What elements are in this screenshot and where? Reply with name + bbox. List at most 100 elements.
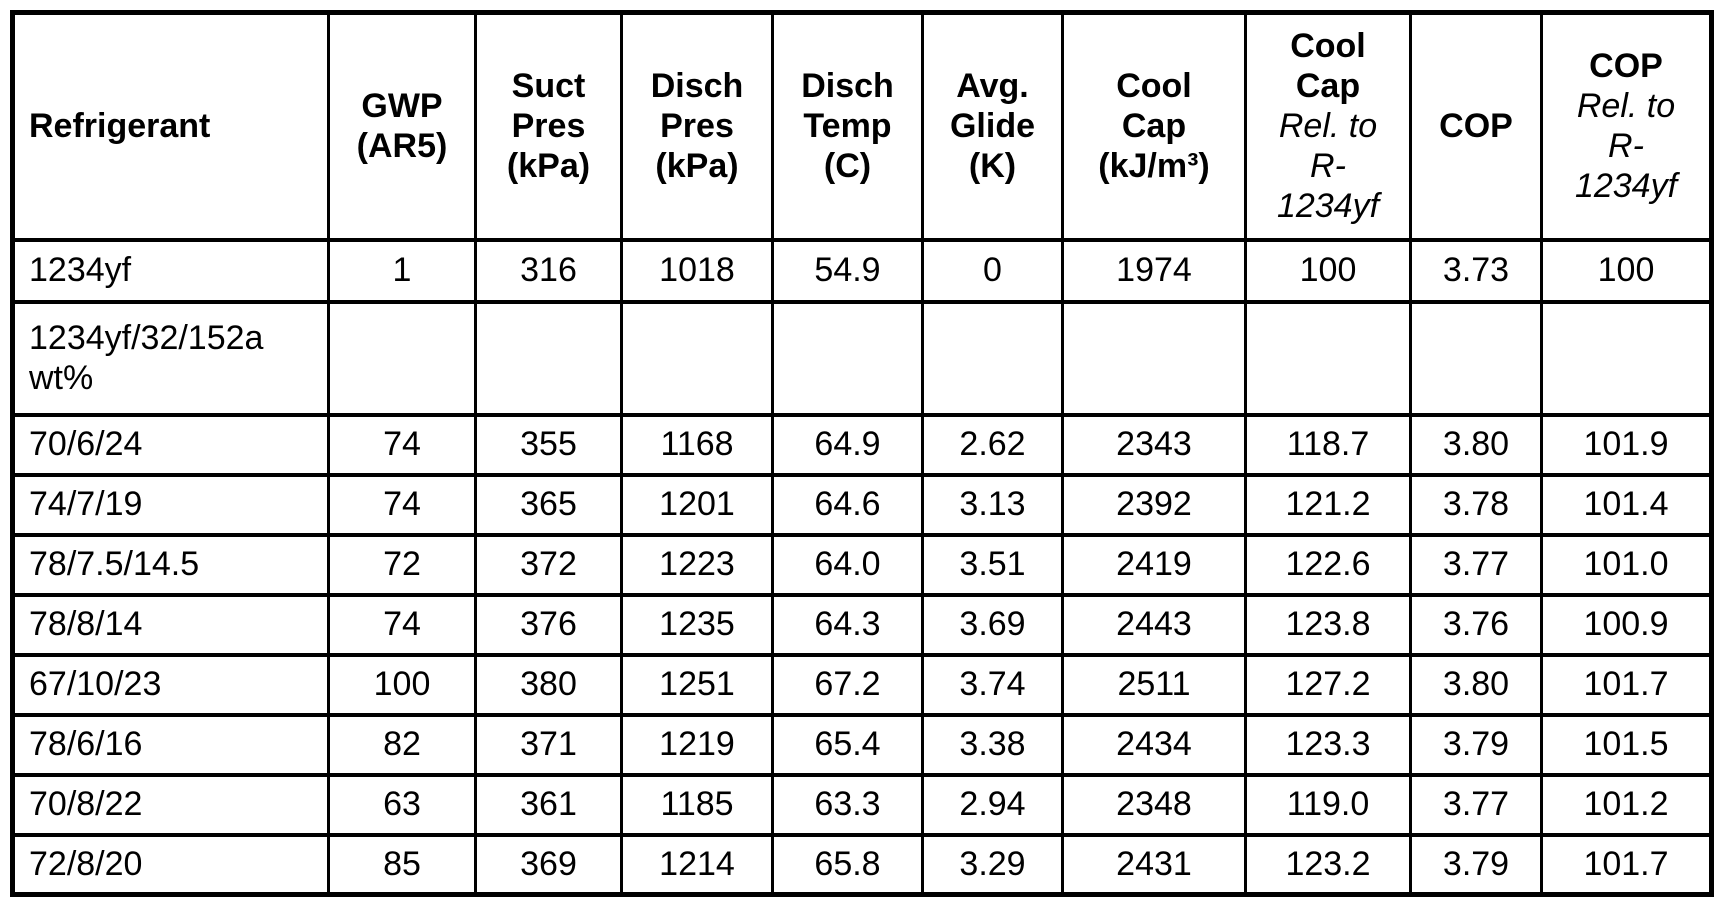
column-header-suct-pres: Suct Pres (kPa) — [474, 10, 623, 242]
cell: 1219 — [620, 712, 774, 777]
cell: 1214 — [620, 832, 774, 897]
cell: 3.13 — [921, 472, 1064, 537]
cell: 74/7/19 — [11, 472, 330, 537]
cell: 1235 — [620, 592, 774, 657]
cell: 122.6 — [1244, 532, 1412, 597]
cell: 64.9 — [771, 412, 924, 477]
cell: 3.76 — [1409, 592, 1543, 657]
cell: 371 — [474, 712, 623, 777]
cell — [474, 299, 623, 417]
cell: 101.7 — [1540, 832, 1713, 897]
column-header-cop: COP — [1409, 10, 1543, 242]
cell: 101.5 — [1540, 712, 1713, 777]
header-row: Refrigerant GWP (AR5) Suct Pres (kPa) Disch… — [11, 10, 1713, 242]
cell: 365 — [474, 472, 623, 537]
table-row: 1234yf 1 316 1018 54.9 0 1974 100 3.73 1… — [11, 237, 1713, 304]
table-body: 1234yf 1 316 1018 54.9 0 1974 100 3.73 1… — [11, 237, 1713, 897]
refrigerant-properties-table: Refrigerant GWP (AR5) Suct Pres (kPa) Disch… — [10, 10, 1714, 897]
cell: 72/8/20 — [11, 832, 330, 897]
cell: 64.3 — [771, 592, 924, 657]
column-header-disch-pres: Disch Pres (kPa) — [620, 10, 774, 242]
cell: 85 — [327, 832, 477, 897]
cell: 63.3 — [771, 772, 924, 837]
cell: 74 — [327, 412, 477, 477]
table-row: 78/6/16 82 371 1219 65.4 3.38 2434 123.3… — [11, 712, 1713, 777]
header-title: Disch Temp (C) — [801, 67, 894, 186]
cell: 376 — [474, 592, 623, 657]
cell: 2.94 — [921, 772, 1064, 837]
header-title: Disch Pres (kPa) — [650, 67, 744, 186]
cell: 2434 — [1061, 712, 1247, 777]
cell: 78/7.5/14.5 — [11, 532, 330, 597]
cell: 1185 — [620, 772, 774, 837]
cell: 1018 — [620, 237, 774, 304]
cell — [1540, 299, 1713, 417]
cell: 380 — [474, 652, 623, 717]
cell: 2348 — [1061, 772, 1247, 837]
cell — [1061, 299, 1247, 417]
cell: 70/8/22 — [11, 772, 330, 837]
cell: 316 — [474, 237, 623, 304]
header-title: Avg. Glide (K) — [949, 67, 1036, 186]
header-subtitle: Rel. to R- 1234yf — [1574, 87, 1678, 206]
table-row: 70/6/24 74 355 1168 64.9 2.62 2343 118.7… — [11, 412, 1713, 477]
column-header-disch-temp: Disch Temp (C) — [771, 10, 924, 242]
cell: 123.8 — [1244, 592, 1412, 657]
cell: 3.51 — [921, 532, 1064, 597]
cell: 67.2 — [771, 652, 924, 717]
cell: 3.74 — [921, 652, 1064, 717]
cell — [1409, 299, 1543, 417]
table-row: 78/8/14 74 376 1235 64.3 3.69 2443 123.8… — [11, 592, 1713, 657]
table-header: Refrigerant GWP (AR5) Suct Pres (kPa) Disch… — [11, 10, 1713, 242]
cell: 3.77 — [1409, 532, 1543, 597]
column-header-gwp: GWP (AR5) — [327, 10, 477, 242]
cell: 100 — [1540, 237, 1713, 304]
cell: 3.77 — [1409, 772, 1543, 837]
cell: 1201 — [620, 472, 774, 537]
header-title: Cool Cap — [1290, 26, 1366, 106]
cell: 2.62 — [921, 412, 1064, 477]
column-header-cop-rel: COP Rel. to R- 1234yf — [1540, 10, 1713, 242]
cell: 0 — [921, 237, 1064, 304]
cell: 101.9 — [1540, 412, 1713, 477]
cell: 78/8/14 — [11, 592, 330, 657]
cell: 54.9 — [771, 237, 924, 304]
cell: 100 — [1244, 237, 1412, 304]
cell: 64.6 — [771, 472, 924, 537]
cell: 82 — [327, 712, 477, 777]
cell: 1234yf — [11, 237, 330, 304]
header-title: Cool Cap (kJ/m³) — [1098, 67, 1210, 186]
cell: 74 — [327, 592, 477, 657]
cell: 65.4 — [771, 712, 924, 777]
cell: 121.2 — [1244, 472, 1412, 537]
cell: 3.80 — [1409, 652, 1543, 717]
cell: 119.0 — [1244, 772, 1412, 837]
cell: 70/6/24 — [11, 412, 330, 477]
table-row: 72/8/20 85 369 1214 65.8 3.29 2431 123.2… — [11, 832, 1713, 897]
header-title: Refrigerant — [29, 107, 211, 146]
cell: 100.9 — [1540, 592, 1713, 657]
header-title: COP — [1439, 107, 1513, 146]
header-title: Suct Pres (kPa) — [506, 67, 591, 186]
cell: 1234yf/32/152a wt% — [11, 299, 330, 417]
table-row: 67/10/23 100 380 1251 67.2 3.74 2511 127… — [11, 652, 1713, 717]
column-header-refrigerant: Refrigerant — [11, 10, 330, 242]
cell: 361 — [474, 772, 623, 837]
cell: 64.0 — [771, 532, 924, 597]
table-row: 74/7/19 74 365 1201 64.6 3.13 2392 121.2… — [11, 472, 1713, 537]
cell: 3.73 — [1409, 237, 1543, 304]
column-header-cool-cap-rel: Cool Cap Rel. to R- 1234yf — [1244, 10, 1412, 242]
cell: 65.8 — [771, 832, 924, 897]
cell: 3.79 — [1409, 712, 1543, 777]
column-header-avg-glide: Avg. Glide (K) — [921, 10, 1064, 242]
table-row: 78/7.5/14.5 72 372 1223 64.0 3.51 2419 1… — [11, 532, 1713, 597]
cell — [1244, 299, 1412, 417]
cell — [620, 299, 774, 417]
cell: 123.3 — [1244, 712, 1412, 777]
cell: 1251 — [620, 652, 774, 717]
cell: 101.7 — [1540, 652, 1713, 717]
cell: 2443 — [1061, 592, 1247, 657]
cell: 355 — [474, 412, 623, 477]
cell: 127.2 — [1244, 652, 1412, 717]
